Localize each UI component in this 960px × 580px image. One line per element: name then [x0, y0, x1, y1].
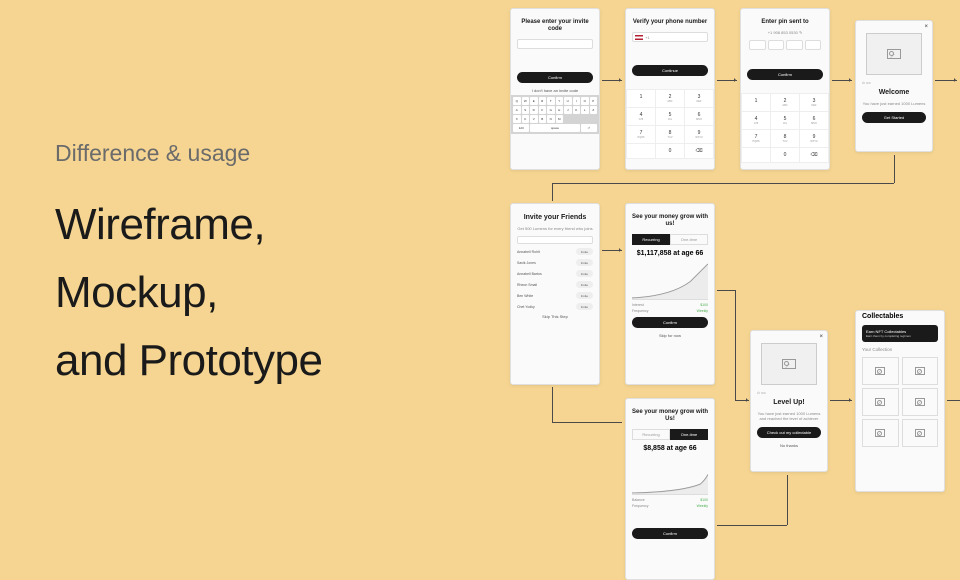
growth-chart — [632, 457, 708, 495]
tab-recurring[interactable]: Recurring — [632, 234, 670, 245]
arrow-icon — [602, 250, 622, 251]
tab-onetime[interactable]: One-time — [670, 429, 708, 440]
connector — [717, 290, 735, 291]
connector — [717, 525, 787, 526]
screen-grow-onetime: See your money grow with Us! Recurring O… — [625, 398, 715, 580]
flag-icon — [635, 35, 643, 40]
arrow-icon — [830, 400, 852, 401]
numpad[interactable]: 12ABC3DEF4GHI5JKL6MNO7PQRS8TUV9WXYZ0⌫ — [741, 93, 829, 163]
collectable-item[interactable] — [862, 388, 899, 416]
screen-welcome: × ⊙ ∞∞ Welcome You have just earned 1000… — [855, 20, 933, 152]
screen-levelup: × ⊙ ∞∞ Level Up! You have just earned 10… — [750, 330, 828, 472]
growth-chart — [632, 262, 708, 300]
tab-recurring[interactable]: Recurring — [632, 429, 670, 440]
arrow-icon — [735, 400, 749, 401]
numpad[interactable]: 12ABC3DEF4GHI5JKL6MNO7PQRS8TUV9WXYZ0⌫ — [626, 89, 714, 159]
title-line-3: and Prototype — [55, 327, 322, 395]
wireframe-flow: Please enter your invite code Confirm I … — [490, 0, 960, 576]
screen-invite-code: Please enter your invite code Confirm I … — [510, 8, 600, 170]
title-line-2: Mockup, — [55, 259, 322, 327]
get-started-button[interactable]: Get Started — [862, 112, 926, 123]
no-thanks-link[interactable]: No thanks — [751, 441, 827, 450]
subtitle: Difference & usage — [55, 140, 322, 167]
screen-invite-friends: Invite your Friends Get 500 Lumens for e… — [510, 203, 600, 385]
tab-onetime[interactable]: One-time — [670, 234, 708, 245]
screen-grow-recurring: See your money grow with us! Recurring O… — [625, 203, 715, 385]
collectable-item[interactable] — [862, 419, 899, 447]
connector — [552, 183, 894, 184]
screen-collectables: Collectables Earn NFT Collectables Earn … — [855, 310, 945, 492]
connector — [552, 422, 622, 423]
connector — [787, 475, 788, 525]
confirm-button[interactable]: Confirm — [632, 528, 708, 539]
collectable-item[interactable] — [902, 419, 939, 447]
continue-button[interactable]: Continue — [632, 65, 708, 76]
arrow-icon — [602, 80, 622, 81]
arrow-icon — [832, 80, 852, 81]
confirm-button[interactable]: Confirm — [517, 72, 593, 83]
confirm-button[interactable]: Confirm — [632, 317, 708, 328]
qwerty-keyboard[interactable]: QWERTYUIOPASDFGHJKLZXCVBNM123space⏎ — [511, 95, 599, 134]
confirm-button[interactable]: Confirm — [747, 69, 823, 80]
skip-link[interactable]: Skip for now — [626, 331, 714, 340]
phone-input[interactable]: +1 — [632, 32, 708, 42]
edit-icon[interactable]: ✎ — [799, 30, 802, 35]
checkout-button[interactable]: Check out my collectable — [757, 427, 821, 438]
arrow-icon — [935, 80, 957, 81]
headline-block: Difference & usage Wireframe, Mockup, an… — [55, 140, 322, 396]
screen-verify-phone: Verify your phone number +1 Continue 12A… — [625, 8, 715, 170]
image-placeholder — [866, 33, 922, 75]
collectable-item[interactable] — [902, 388, 939, 416]
no-code-link[interactable]: I don't have an invite code — [511, 86, 599, 95]
screen-enter-pin: Enter pin sent to +1 908 853 0530 ✎ Conf… — [740, 8, 830, 170]
skip-link[interactable]: Skip This Step — [511, 312, 599, 321]
close-icon[interactable]: × — [819, 334, 823, 340]
connector — [552, 183, 553, 201]
collectable-item[interactable] — [902, 357, 939, 385]
nft-banner[interactable]: Earn NFT Collectables Earn them by compl… — [862, 325, 938, 342]
collectable-item[interactable] — [862, 357, 899, 385]
title-line-1: Wireframe, — [55, 191, 322, 259]
image-placeholder — [761, 343, 817, 385]
invite-input[interactable] — [517, 39, 593, 49]
connector — [552, 387, 553, 422]
arrow-icon — [947, 400, 960, 401]
search-input[interactable] — [517, 236, 593, 244]
connector — [735, 290, 736, 400]
close-icon[interactable]: × — [924, 24, 928, 30]
connector — [894, 155, 895, 183]
arrow-icon — [717, 80, 737, 81]
